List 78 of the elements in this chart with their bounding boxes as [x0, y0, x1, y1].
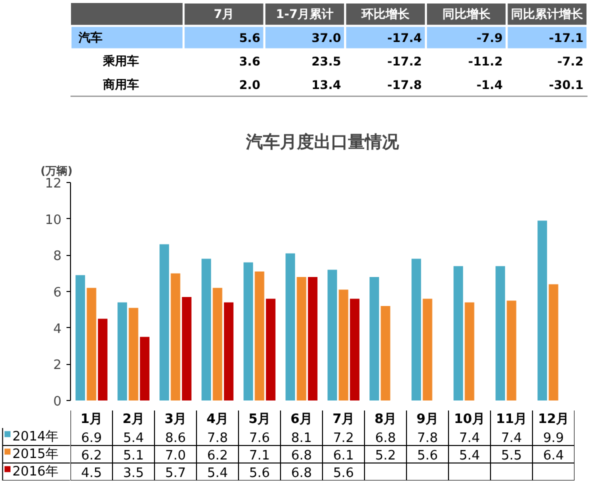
data-label: 7.2 — [333, 430, 354, 446]
data-label: 2.0 — [239, 78, 260, 92]
legend-label: 2015年 — [12, 446, 58, 462]
x-tick-label: 6月 — [290, 412, 313, 427]
y-tick-label: 4 — [53, 322, 62, 337]
data-label: -17.1 — [548, 31, 584, 46]
data-label: -11.2 — [468, 54, 503, 69]
y-tick-label: 6 — [53, 286, 62, 300]
data-label: -7.9 — [476, 31, 503, 46]
category-label: 环比增长 — [360, 7, 411, 22]
category-label: 1-7月累计 — [276, 7, 334, 22]
data-label: -7.2 — [557, 54, 584, 69]
x-tick-label: 10月 — [454, 412, 486, 427]
data-label: 5.7 — [165, 466, 186, 481]
x-tick-label: 12月 — [538, 412, 570, 427]
data-label: 6.4 — [543, 448, 564, 464]
legend-label: 2016年 — [12, 464, 58, 480]
data-label: 23.5 — [312, 54, 342, 69]
data-label: 6.9 — [81, 430, 102, 446]
text: 汽车 — [78, 30, 103, 45]
data-label: 37.0 — [312, 31, 342, 46]
data-label: -17.4 — [387, 31, 422, 46]
y-tick-label: 12 — [44, 176, 62, 192]
data-label: 3.5 — [123, 466, 144, 481]
data-label: 6.8 — [291, 448, 312, 464]
data-label: 6.2 — [81, 448, 102, 464]
data-label: 7.0 — [165, 448, 186, 464]
x-tick-label: 4月 — [206, 412, 229, 427]
chart-title: 汽车月度出口量情况 — [245, 132, 400, 152]
data-label: -30.1 — [548, 78, 584, 92]
x-tick-label: 8月 — [374, 412, 397, 427]
data-label: 5.1 — [123, 448, 144, 464]
data-label: 5.4 — [207, 466, 228, 481]
y-tick-label: 8 — [53, 249, 62, 264]
data-label: 5.5 — [501, 448, 522, 464]
data-label: 5.6 — [239, 31, 260, 46]
data-label: 5.6 — [417, 448, 438, 464]
data-label: 5.4 — [123, 430, 144, 446]
data-label: 7.6 — [249, 430, 270, 446]
data-label: 9.9 — [543, 430, 564, 446]
data-label: 7.8 — [417, 430, 438, 446]
y-tick-label: 0 — [53, 394, 62, 410]
data-label: 13.4 — [312, 78, 342, 92]
x-tick-label: 11月 — [496, 412, 528, 427]
data-label: 7.4 — [501, 430, 522, 446]
data-label: 5.4 — [459, 448, 480, 464]
data-label: 6.2 — [207, 448, 228, 464]
data-label: 5.6 — [333, 466, 354, 481]
x-tick-label: 2月 — [122, 412, 145, 427]
data-label: 7.8 — [207, 430, 228, 446]
data-label: -17.8 — [387, 78, 422, 92]
data-label: 6.8 — [291, 466, 312, 481]
y-axis-title: (万辆) — [40, 164, 73, 178]
data-label: 5.2 — [375, 448, 396, 464]
data-label: -1.4 — [476, 78, 503, 92]
y-tick-label: 2 — [53, 358, 62, 374]
category-label: 同比累计增长 — [511, 7, 584, 22]
data-label: 6.1 — [333, 448, 354, 464]
data-label: 3.6 — [239, 54, 260, 69]
data-label: 8.6 — [165, 430, 186, 446]
data-label: -17.2 — [387, 54, 422, 69]
data-label: 4.5 — [81, 466, 102, 481]
category-label: 7月 — [214, 7, 234, 22]
text: 乘用车 — [102, 54, 139, 68]
data-label: 6.8 — [375, 430, 396, 446]
x-tick-label: 3月 — [164, 412, 187, 427]
data-label: 8.1 — [291, 430, 312, 446]
x-tick-label: 5月 — [248, 412, 271, 427]
data-label: 5.6 — [249, 466, 270, 481]
data-label: 7.4 — [459, 430, 480, 446]
x-tick-label: 7月 — [332, 412, 355, 427]
text: 商用车 — [102, 78, 139, 92]
x-tick-label: 9月 — [416, 412, 439, 427]
legend-label: 2014年 — [12, 429, 58, 444]
x-tick-label: 1月 — [80, 412, 103, 427]
data-label: 7.1 — [249, 448, 270, 464]
y-tick-label: 10 — [44, 212, 62, 228]
category-label: 同比增长 — [442, 7, 492, 22]
